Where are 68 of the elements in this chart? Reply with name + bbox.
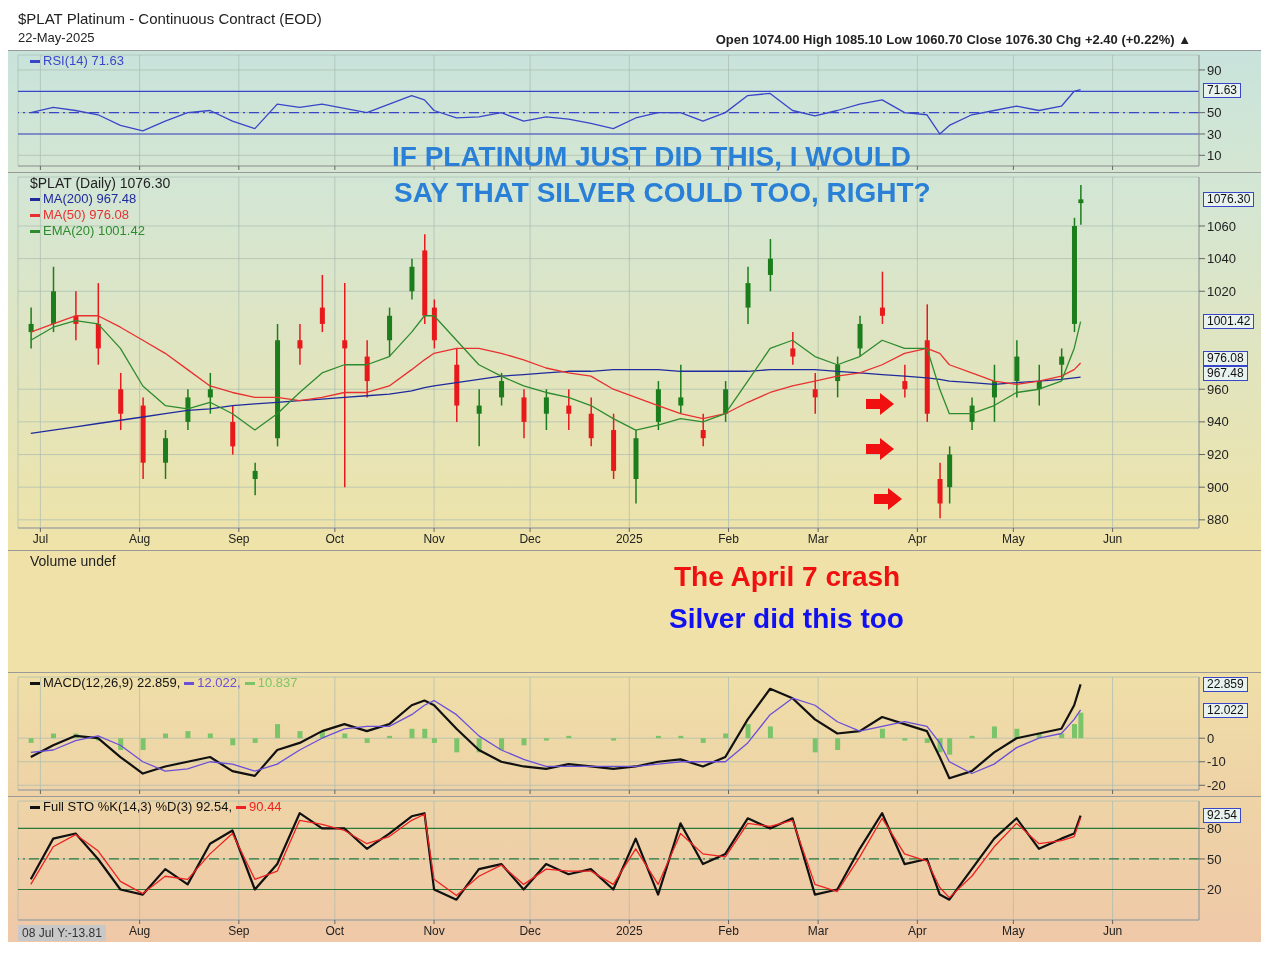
y-tick-label: 1020 <box>1207 283 1236 299</box>
text: 92.54 <box>1207 808 1238 822</box>
x-tick-label: Feb <box>718 923 740 938</box>
x-tick-label: Jul <box>32 531 49 546</box>
x-tick-label: May <box>1002 531 1025 546</box>
y-tick-label: -20 <box>1207 777 1226 793</box>
legend-label: MA(50) 976.08 <box>43 207 129 222</box>
x-tick-label: Jun <box>1102 531 1123 546</box>
x-tick-label: Nov <box>423 923 445 938</box>
y-tick-label: 90 <box>1207 62 1222 78</box>
x-tick-label: May <box>1002 923 1025 938</box>
text: 1001.42 <box>1207 314 1251 328</box>
x-tick-label: Oct <box>325 923 345 938</box>
y-tick-label: 20 <box>1207 882 1222 898</box>
chart-subtitle: 22-May-2025 <box>18 30 95 45</box>
y-tick-label: 50 <box>1207 105 1222 121</box>
text: Volume undef <box>30 553 116 569</box>
y-tick-label: 1060 <box>1207 218 1236 234</box>
y-tick-label: 30 <box>1207 126 1222 142</box>
legend-label: MA(200) 967.48 <box>43 191 137 206</box>
text: 08 Jul Y:-13.81 <box>22 926 102 940</box>
y-tick-label: 0 <box>1207 730 1215 746</box>
text: Open 1074.00 High 1085.10 Low 1060.70 Close 1076.30 Chg +2.40 (+0.22%) ▲ <box>715 32 1191 47</box>
y-tick-label: 940 <box>1207 414 1229 430</box>
y-tick-label: 960 <box>1207 381 1229 397</box>
x-tick-label: Apr <box>908 531 927 546</box>
x-tick-label: 2025 <box>615 531 643 546</box>
x-tick-label: Apr <box>908 923 927 938</box>
x-tick-label: Jun <box>1102 923 1123 938</box>
legend-label: 12.022, <box>197 675 241 690</box>
legend-title: $PLAT (Daily) 1076.30 <box>30 175 171 191</box>
legend-label: 10.837 <box>257 675 298 690</box>
y-tick-label: 900 <box>1207 479 1229 495</box>
x-tick-label: Sep <box>228 531 250 546</box>
text: 71.63 <box>1207 83 1238 97</box>
annotation: IF PLATINUM JUST DID THIS, I WOULD <box>392 141 912 172</box>
legend-label: RSI(14) 71.63 <box>43 53 124 68</box>
x-tick-label: Mar <box>807 531 829 546</box>
text: 1076.30 <box>1207 192 1251 206</box>
x-tick-label: Nov <box>423 531 445 546</box>
annotation: SAY THAT SILVER COULD TOO, RIGHT? <box>394 177 931 208</box>
legend-label: MACD(12,26,9) 22.859, <box>43 675 181 690</box>
y-tick-label: 880 <box>1207 512 1229 528</box>
legend-label: EMA(20) 1001.42 <box>43 223 145 238</box>
y-tick-label: -10 <box>1207 754 1226 770</box>
text: Silver did this too <box>669 603 904 634</box>
text: 967.48 <box>1207 366 1244 380</box>
y-tick-label: 50 <box>1207 851 1222 867</box>
y-tick-label: 1040 <box>1207 251 1236 267</box>
x-tick-label: Oct <box>325 531 345 546</box>
x-tick-label: Feb <box>718 531 740 546</box>
x-tick-label: 2025 <box>615 923 643 938</box>
x-tick-label: Dec <box>519 923 541 938</box>
y-tick-label: 80 <box>1207 821 1222 837</box>
x-tick-label: Aug <box>128 923 151 938</box>
x-tick-label: Aug <box>128 531 151 546</box>
text: The April 7 crash <box>674 561 901 592</box>
x-tick-label: Dec <box>519 531 541 546</box>
y-tick-label: 920 <box>1207 447 1229 463</box>
x-tick-label: Sep <box>228 923 250 938</box>
x-tick-label: Mar <box>807 923 829 938</box>
legend-label: Full STO %K(14,3) %D(3) 92.54, <box>43 799 233 814</box>
legend-label: 90.44 <box>249 799 282 814</box>
text: 22.859 <box>1207 677 1244 691</box>
y-tick-label: 10 <box>1207 147 1222 163</box>
chart-title: $PLAT Platinum - Continuous Contract (EOD) <box>18 10 322 27</box>
text: 12.022 <box>1207 703 1244 717</box>
text: 976.08 <box>1207 351 1244 365</box>
